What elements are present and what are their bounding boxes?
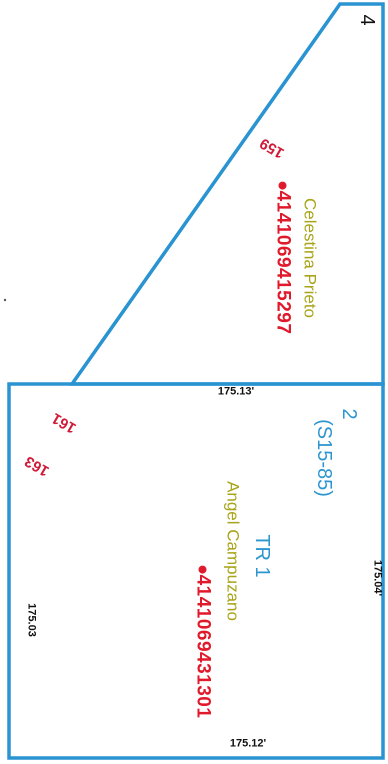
dimension-left: 175.03	[25, 603, 38, 637]
bottom-parcel-boundary	[7, 382, 385, 760]
dimension-bottom: 175.12'	[229, 737, 267, 750]
tract-name: TR 1	[251, 534, 273, 578]
top-parcel-boundary	[68, 2, 385, 386]
parcel-id-bottom-text: 4141069431301	[192, 574, 214, 719]
lot-number-4: 4	[356, 14, 378, 26]
dimension-top: 175.13'	[217, 385, 255, 398]
map-dot	[3, 298, 7, 302]
dimension-right: 175.04'	[371, 559, 384, 597]
owner-name-angel-campuzano: Angel Campuzano	[223, 481, 243, 621]
parcel-divider-stroke	[70, 3, 342, 385]
parcel-id-top-text: 4141069415297	[272, 190, 294, 335]
parcel-id-top: 4141069415297	[272, 181, 294, 335]
owner-name-celestina-prieto: Celestina Prieto	[300, 197, 320, 319]
parcel-id-bottom: 4141069431301	[192, 565, 214, 719]
tract-sub-code: (S15-85)	[313, 419, 335, 497]
parcel-point-marker	[198, 565, 207, 574]
tract-sub-number: 2	[338, 408, 360, 420]
parcel-point-marker	[278, 181, 287, 190]
